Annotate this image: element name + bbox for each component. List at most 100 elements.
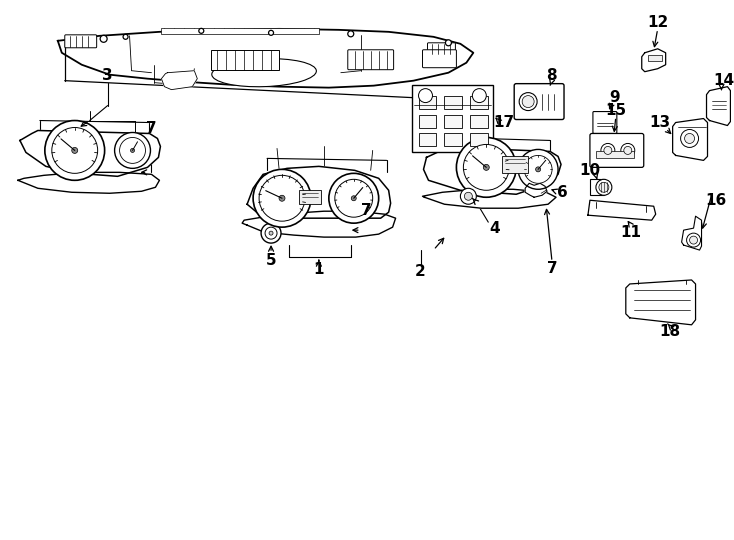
FancyBboxPatch shape: [65, 35, 97, 48]
Circle shape: [45, 120, 105, 180]
Circle shape: [621, 144, 635, 157]
Ellipse shape: [212, 59, 316, 87]
Polygon shape: [626, 280, 696, 325]
Circle shape: [259, 176, 305, 221]
Circle shape: [131, 148, 134, 152]
Circle shape: [348, 31, 354, 37]
Text: 8: 8: [546, 68, 556, 83]
Text: 11: 11: [620, 225, 642, 240]
Circle shape: [335, 179, 373, 217]
Circle shape: [463, 144, 509, 190]
Text: 5: 5: [266, 253, 277, 267]
Circle shape: [680, 130, 699, 147]
FancyBboxPatch shape: [590, 133, 644, 167]
Text: 7: 7: [547, 260, 557, 275]
Circle shape: [120, 138, 145, 164]
Circle shape: [100, 35, 107, 42]
Bar: [590, 179, 604, 195]
Polygon shape: [247, 166, 390, 218]
Circle shape: [418, 89, 432, 103]
Circle shape: [460, 188, 476, 204]
Circle shape: [446, 40, 451, 46]
Circle shape: [522, 96, 534, 107]
Circle shape: [685, 133, 694, 144]
Text: 15: 15: [606, 103, 626, 118]
Circle shape: [473, 89, 487, 103]
Bar: [647, 55, 661, 60]
Polygon shape: [642, 49, 666, 72]
Bar: [596, 151, 633, 158]
Text: 13: 13: [649, 115, 670, 130]
Circle shape: [265, 227, 277, 239]
Circle shape: [269, 231, 273, 235]
Circle shape: [261, 223, 281, 243]
Polygon shape: [58, 29, 473, 87]
Circle shape: [599, 183, 609, 192]
Text: 9: 9: [609, 90, 620, 105]
Circle shape: [457, 138, 516, 197]
Polygon shape: [525, 183, 547, 197]
Text: 7: 7: [146, 121, 157, 136]
Polygon shape: [242, 211, 396, 237]
Text: 2: 2: [415, 265, 426, 280]
Circle shape: [519, 93, 537, 111]
Bar: [299, 190, 321, 204]
Bar: [412, 85, 493, 152]
Circle shape: [115, 132, 150, 168]
Circle shape: [518, 150, 558, 190]
Bar: [470, 114, 488, 127]
Circle shape: [536, 167, 541, 172]
Circle shape: [624, 146, 632, 154]
Bar: [418, 114, 437, 127]
Text: 7: 7: [361, 202, 372, 218]
Text: 16: 16: [705, 193, 726, 208]
Circle shape: [524, 156, 552, 183]
Bar: [418, 96, 437, 109]
Bar: [161, 28, 319, 34]
Polygon shape: [423, 190, 556, 208]
Polygon shape: [682, 216, 702, 250]
Polygon shape: [20, 131, 161, 177]
Circle shape: [686, 233, 700, 247]
Text: 14: 14: [713, 73, 734, 88]
Bar: [445, 114, 462, 127]
Text: 6: 6: [556, 185, 567, 200]
Circle shape: [352, 196, 356, 201]
Polygon shape: [18, 172, 159, 193]
Text: 10: 10: [579, 163, 600, 178]
FancyBboxPatch shape: [423, 50, 457, 68]
FancyBboxPatch shape: [348, 50, 393, 70]
Circle shape: [52, 127, 98, 173]
FancyBboxPatch shape: [427, 43, 455, 55]
Circle shape: [253, 170, 311, 227]
Polygon shape: [707, 86, 730, 125]
Bar: [418, 133, 437, 146]
Circle shape: [689, 236, 697, 244]
FancyBboxPatch shape: [515, 84, 564, 119]
Circle shape: [123, 35, 128, 39]
Text: 3: 3: [102, 68, 113, 83]
Polygon shape: [161, 71, 197, 90]
Circle shape: [279, 195, 285, 201]
Circle shape: [269, 30, 274, 35]
Circle shape: [465, 192, 473, 200]
Polygon shape: [672, 119, 708, 160]
Text: 4: 4: [489, 221, 500, 235]
Circle shape: [601, 144, 615, 157]
Bar: [470, 96, 488, 109]
Polygon shape: [424, 147, 561, 194]
Polygon shape: [588, 200, 655, 220]
Circle shape: [596, 179, 612, 195]
Circle shape: [604, 146, 612, 154]
Bar: [211, 50, 279, 70]
Text: 1: 1: [313, 262, 324, 278]
Bar: [445, 133, 462, 146]
Circle shape: [199, 28, 204, 33]
Circle shape: [329, 173, 379, 223]
Bar: [502, 157, 528, 173]
Text: 12: 12: [647, 15, 669, 30]
Circle shape: [72, 147, 78, 153]
Bar: [470, 133, 488, 146]
Circle shape: [483, 164, 490, 170]
Bar: [445, 96, 462, 109]
